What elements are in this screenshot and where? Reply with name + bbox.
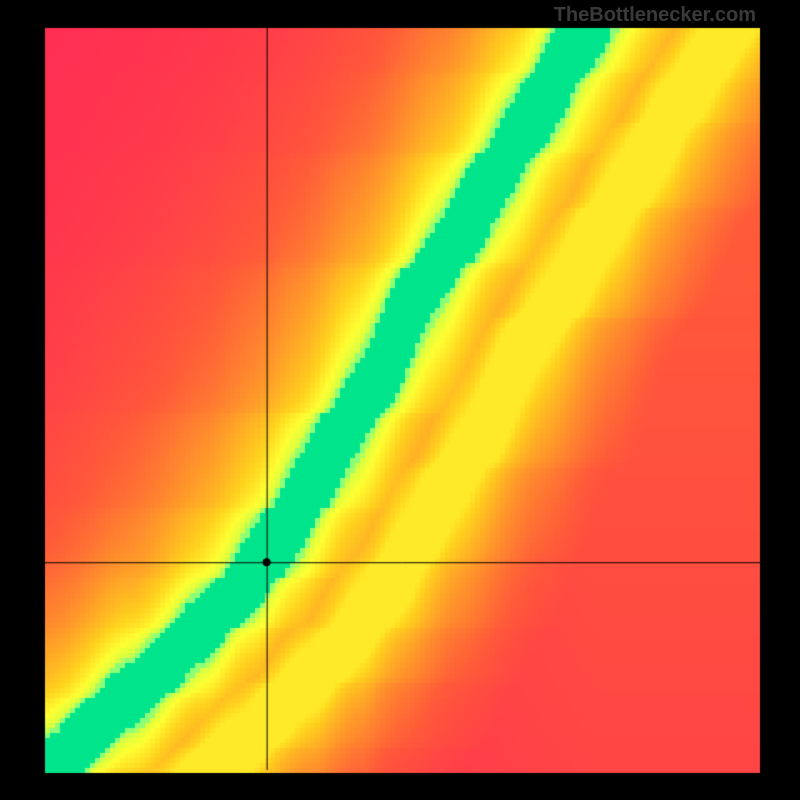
heatmap-canvas [0,0,800,800]
watermark-text: TheBottlenecker.com [554,4,756,27]
chart-container: TheBottlenecker.com [0,0,800,800]
